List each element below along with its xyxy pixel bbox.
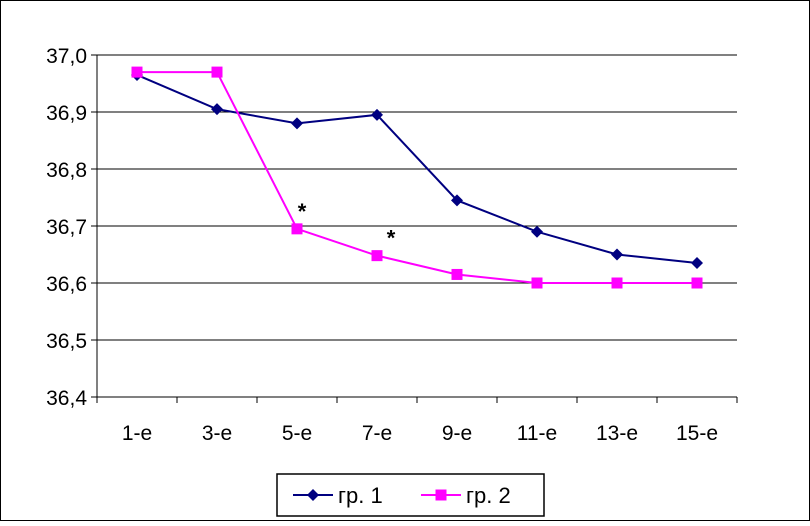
series-line <box>137 71 697 284</box>
x-tick-label: 9-е <box>442 422 472 445</box>
data-point <box>291 223 303 235</box>
x-tick-label: 3-е <box>202 422 232 445</box>
x-tick-label: 15-е <box>676 422 718 445</box>
significance-marker: * <box>387 226 396 251</box>
data-point <box>611 277 623 289</box>
y-tick-label: 36,4 <box>46 387 87 410</box>
y-tick-label: 36,6 <box>46 273 87 296</box>
legend-marker <box>435 489 447 501</box>
axes: 36,4 36,5 36,6 36,7 36,8 36,9 37,0 1-е 3-е 5-е 7-е… <box>46 45 738 445</box>
legend-item-2: гр. 2 <box>421 483 511 508</box>
data-point <box>291 117 303 130</box>
series-line <box>136 74 698 265</box>
data-point <box>371 250 383 262</box>
data-point <box>691 277 703 289</box>
legend-label: гр. 2 <box>466 483 511 508</box>
y-tick-label: 36,9 <box>46 102 87 125</box>
y-tick-label: 36,5 <box>46 330 87 353</box>
y-tick-label: 37,0 <box>46 45 87 68</box>
data-point <box>691 257 703 270</box>
data-point <box>211 103 223 116</box>
legend-label: гр. 1 <box>338 483 383 508</box>
y-tick-label: 36,8 <box>46 159 87 182</box>
series-layer <box>131 66 703 289</box>
data-point <box>451 268 463 280</box>
significance-marker: * <box>298 199 307 224</box>
data-point <box>371 108 383 121</box>
legend: гр. 1 гр. 2 <box>276 473 545 517</box>
annotations: ** <box>298 199 396 251</box>
x-tick-label: 11-е <box>517 422 557 445</box>
x-tick-label: 13-е <box>596 422 638 445</box>
data-point <box>211 66 223 78</box>
series-1 <box>131 68 703 270</box>
x-tick-label: 1-е <box>122 422 152 445</box>
x-tick-label: 7-е <box>362 422 392 445</box>
legend-marker <box>307 489 319 501</box>
series-2 <box>131 66 703 289</box>
legend-item-1: гр. 1 <box>293 483 383 508</box>
data-point <box>611 248 623 261</box>
data-point <box>131 66 143 78</box>
data-point <box>531 225 543 238</box>
data-point <box>451 194 463 207</box>
x-tick-label: 5-е <box>282 422 312 445</box>
data-point <box>531 277 543 289</box>
y-tick-label: 36,7 <box>46 216 87 239</box>
